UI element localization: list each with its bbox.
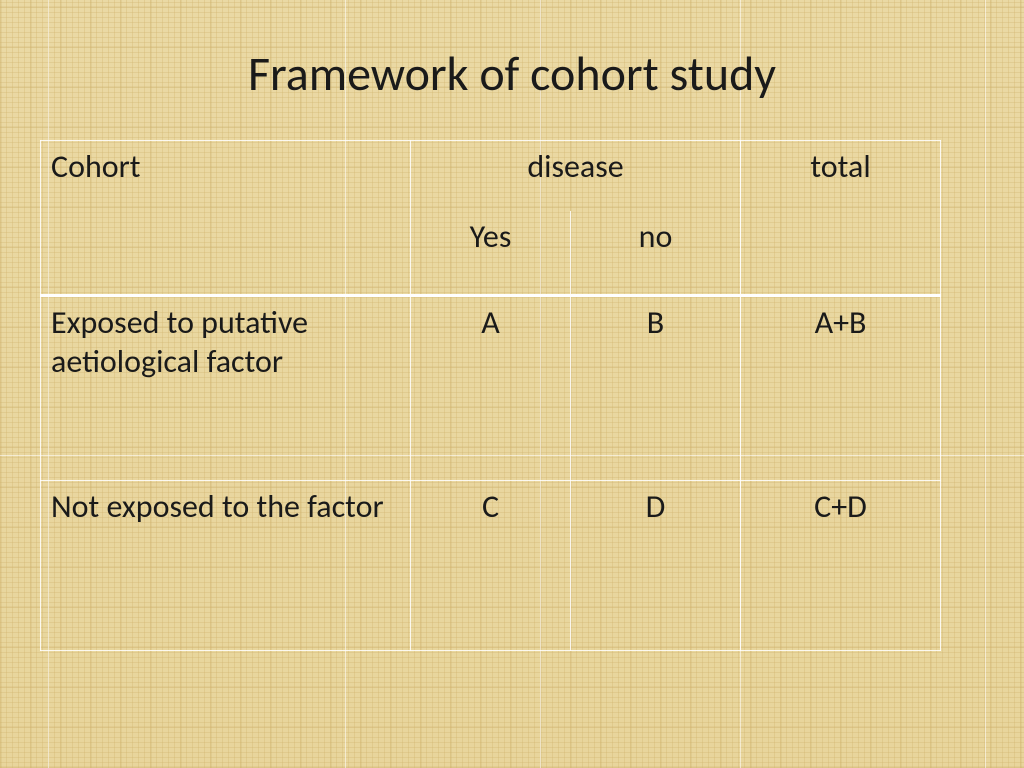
header-total: total xyxy=(741,141,941,296)
slide-title: Framework of cohort study xyxy=(0,44,1024,103)
cell-no: D xyxy=(571,481,741,651)
guide-line xyxy=(985,0,986,768)
cell-yes: C xyxy=(411,481,571,651)
cell-no: B xyxy=(571,296,741,481)
cell-total: A+B xyxy=(741,296,941,481)
cell-total: C+D xyxy=(741,481,941,651)
header-disease: disease xyxy=(411,141,741,211)
cohort-table: Cohort disease total Yes no Exposed to p… xyxy=(40,140,941,651)
row-label: Not exposed to the factor xyxy=(41,481,411,651)
header-cohort: Cohort xyxy=(41,141,411,296)
slide: Framework of cohort study Cohort disease… xyxy=(0,0,1024,768)
table-row: Exposed to putative aetiological factor … xyxy=(41,296,941,481)
table-header-row: Cohort disease total xyxy=(41,141,941,211)
header-disease-yes: Yes xyxy=(411,211,571,296)
cell-yes: A xyxy=(411,296,571,481)
row-label: Exposed to putative aetiological factor xyxy=(41,296,411,481)
table-row: Not exposed to the factor C D C+D xyxy=(41,481,941,651)
header-disease-no: no xyxy=(571,211,741,296)
